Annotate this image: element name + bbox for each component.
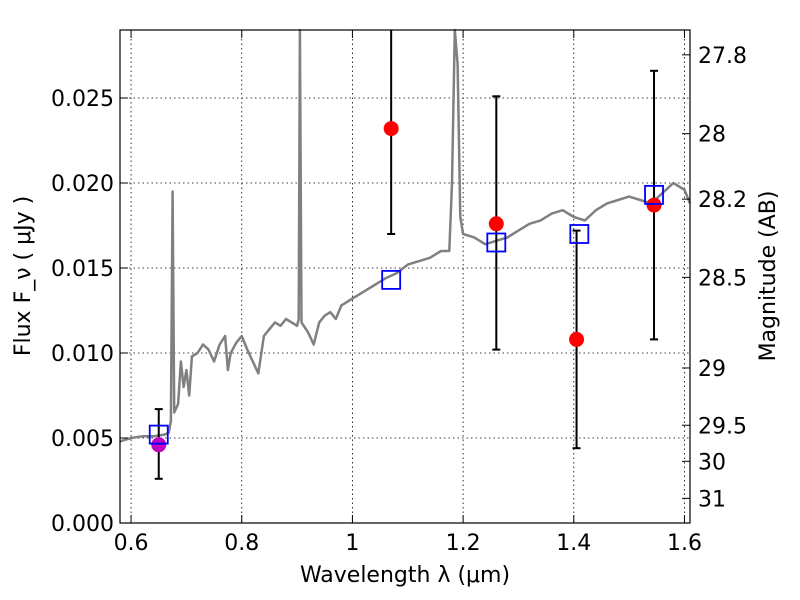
model-square-marker [569, 224, 590, 244]
y-tick-label: 0.015 [51, 257, 114, 282]
y-tick-label: 0.000 [51, 512, 114, 537]
x-tick-label: 0.6 [114, 531, 149, 556]
y2-tick-label: 31 [698, 487, 726, 512]
y-tick-label: 0.020 [51, 172, 114, 197]
axes: 0.6 0.8 1 1.2 1.4 1.6 0.000 0.005 0.010 0.015 0.02… [51, 30, 747, 556]
photometry-point [151, 437, 167, 453]
photometry-point [488, 216, 504, 232]
y-tick-label: 0.010 [51, 342, 114, 367]
x-axis-label: Wavelength λ (μm) [300, 563, 510, 588]
x-tick-label: 1.6 [667, 531, 702, 556]
y2-tick-label: 29.5 [698, 414, 747, 439]
model-square-marker [644, 184, 664, 205]
model-square-marker [486, 232, 507, 253]
grid-lines [120, 30, 690, 524]
y2-tick-label: 28.5 [698, 266, 747, 291]
x-tick-label: 1 [345, 531, 359, 556]
photometry-point [383, 121, 399, 137]
y2-tick-label: 27.8 [698, 44, 747, 69]
plot-area [119, 28, 692, 480]
x-tick-label: 1.2 [446, 531, 481, 556]
plot-frame [119, 29, 691, 524]
x-tick-label: 0.8 [224, 531, 259, 556]
y2-tick-label: 30 [698, 450, 726, 475]
y2-tick-label: 29 [698, 357, 726, 382]
y2-tick-label: 28.2 [698, 188, 747, 213]
y-tick-label: 0.025 [51, 87, 114, 112]
y2-tick-label: 28 [698, 123, 726, 148]
y-axis-label: Flux F_ν ( μJy ) [11, 196, 36, 356]
model-square-marker [381, 269, 402, 290]
photometry-point [569, 331, 585, 347]
spectrum-line [119, 28, 692, 443]
y-tick-label: 0.005 [51, 427, 114, 452]
x-tick-label: 1.4 [556, 531, 591, 556]
photometry-point [646, 197, 662, 213]
model-square-marker [148, 424, 169, 445]
y2-axis-label: Magnitude (AB) [756, 191, 781, 362]
